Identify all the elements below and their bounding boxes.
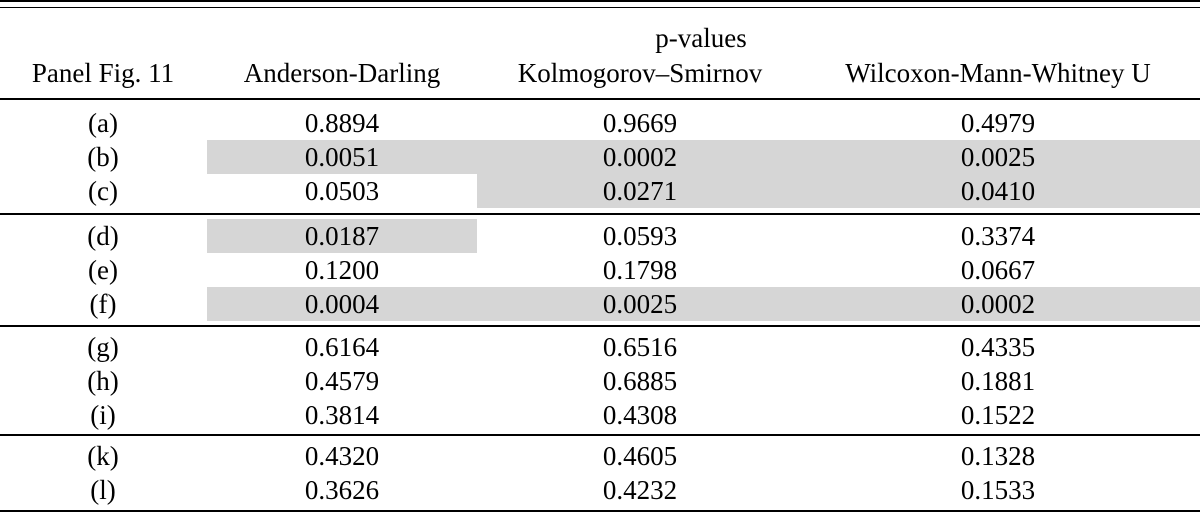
row-label: (g) [87, 332, 119, 362]
group-separator-rule [0, 213, 1200, 215]
p-value-cell: 0.4232 [602, 475, 678, 505]
p-value-cell: 0.4979 [960, 108, 1036, 138]
highlight-cell [207, 287, 1200, 321]
p-value-cell: 0.0051 [304, 142, 380, 172]
p-value-cell: 0.4579 [304, 366, 380, 396]
p-value-cell: 0.8894 [304, 108, 380, 138]
p-value-cell: 0.9669 [602, 108, 678, 138]
p-value-cell: 0.3814 [304, 400, 380, 430]
p-value-cell: 0.1533 [960, 475, 1036, 505]
p-value-cell: 0.1522 [960, 400, 1036, 430]
row-label: (k) [87, 441, 119, 471]
p-value-cell: 0.4308 [602, 400, 678, 430]
p-value-cell: 0.1328 [960, 441, 1036, 471]
row-label: (f) [89, 289, 117, 319]
column-header-panel: Panel Fig. 11 [31, 58, 175, 88]
p-value-cell: 0.0002 [960, 289, 1036, 319]
p-value-cell: 0.3374 [960, 221, 1036, 251]
row-label: (l) [90, 475, 116, 505]
p-value-cell: 0.0593 [602, 221, 678, 251]
top-rule-outer [0, 0, 1200, 2]
p-value-cell: 0.0271 [602, 176, 678, 206]
p-value-cell: 0.0025 [960, 142, 1036, 172]
p-value-cell: 0.0503 [304, 176, 380, 206]
p-value-cell: 0.1200 [304, 255, 380, 285]
p-value-cell: 0.4335 [960, 332, 1036, 362]
highlight-cell [207, 140, 1200, 174]
row-label: (d) [87, 221, 119, 251]
p-value-cell: 0.0002 [602, 142, 678, 172]
column-header-wilcoxon: Wilcoxon-Mann-Whitney U [845, 58, 1151, 88]
p-value-cell: 0.0025 [602, 289, 678, 319]
p-value-cell: 0.0410 [960, 176, 1036, 206]
p-value-cell: 0.6164 [304, 332, 380, 362]
group-separator-rule [0, 325, 1200, 327]
p-value-cell: 0.6885 [602, 366, 678, 396]
bottom-rule [0, 510, 1200, 512]
row-label: (a) [88, 108, 118, 138]
p-value-cell: 0.0004 [304, 289, 380, 319]
group-header-p-values: p-values [655, 23, 747, 53]
row-label: (i) [90, 400, 116, 430]
p-value-cell: 0.0187 [304, 221, 380, 251]
highlight-cell [207, 219, 477, 253]
p-value-cell: 0.1881 [960, 366, 1036, 396]
top-rule-inner [0, 7, 1200, 8]
row-label: (e) [88, 255, 118, 285]
highlight-cell [477, 174, 1200, 208]
p-value-cell: 0.3626 [304, 475, 380, 505]
row-label: (h) [87, 366, 119, 396]
row-label: (b) [87, 142, 119, 172]
group-separator-rule [0, 434, 1200, 436]
p-value-cell: 0.4320 [304, 441, 380, 471]
row-label: (c) [88, 176, 118, 206]
p-value-cell: 0.4605 [602, 441, 678, 471]
p-value-cell: 0.1798 [602, 255, 678, 285]
p-value-cell: 0.6516 [602, 332, 678, 362]
header-rule [0, 98, 1200, 100]
p-value-cell: 0.0667 [960, 255, 1036, 285]
column-header-kolmogorov-smirnov: Kolmogorov–Smirnov [517, 58, 763, 88]
column-header-anderson-darling: Anderson-Darling [243, 58, 441, 88]
